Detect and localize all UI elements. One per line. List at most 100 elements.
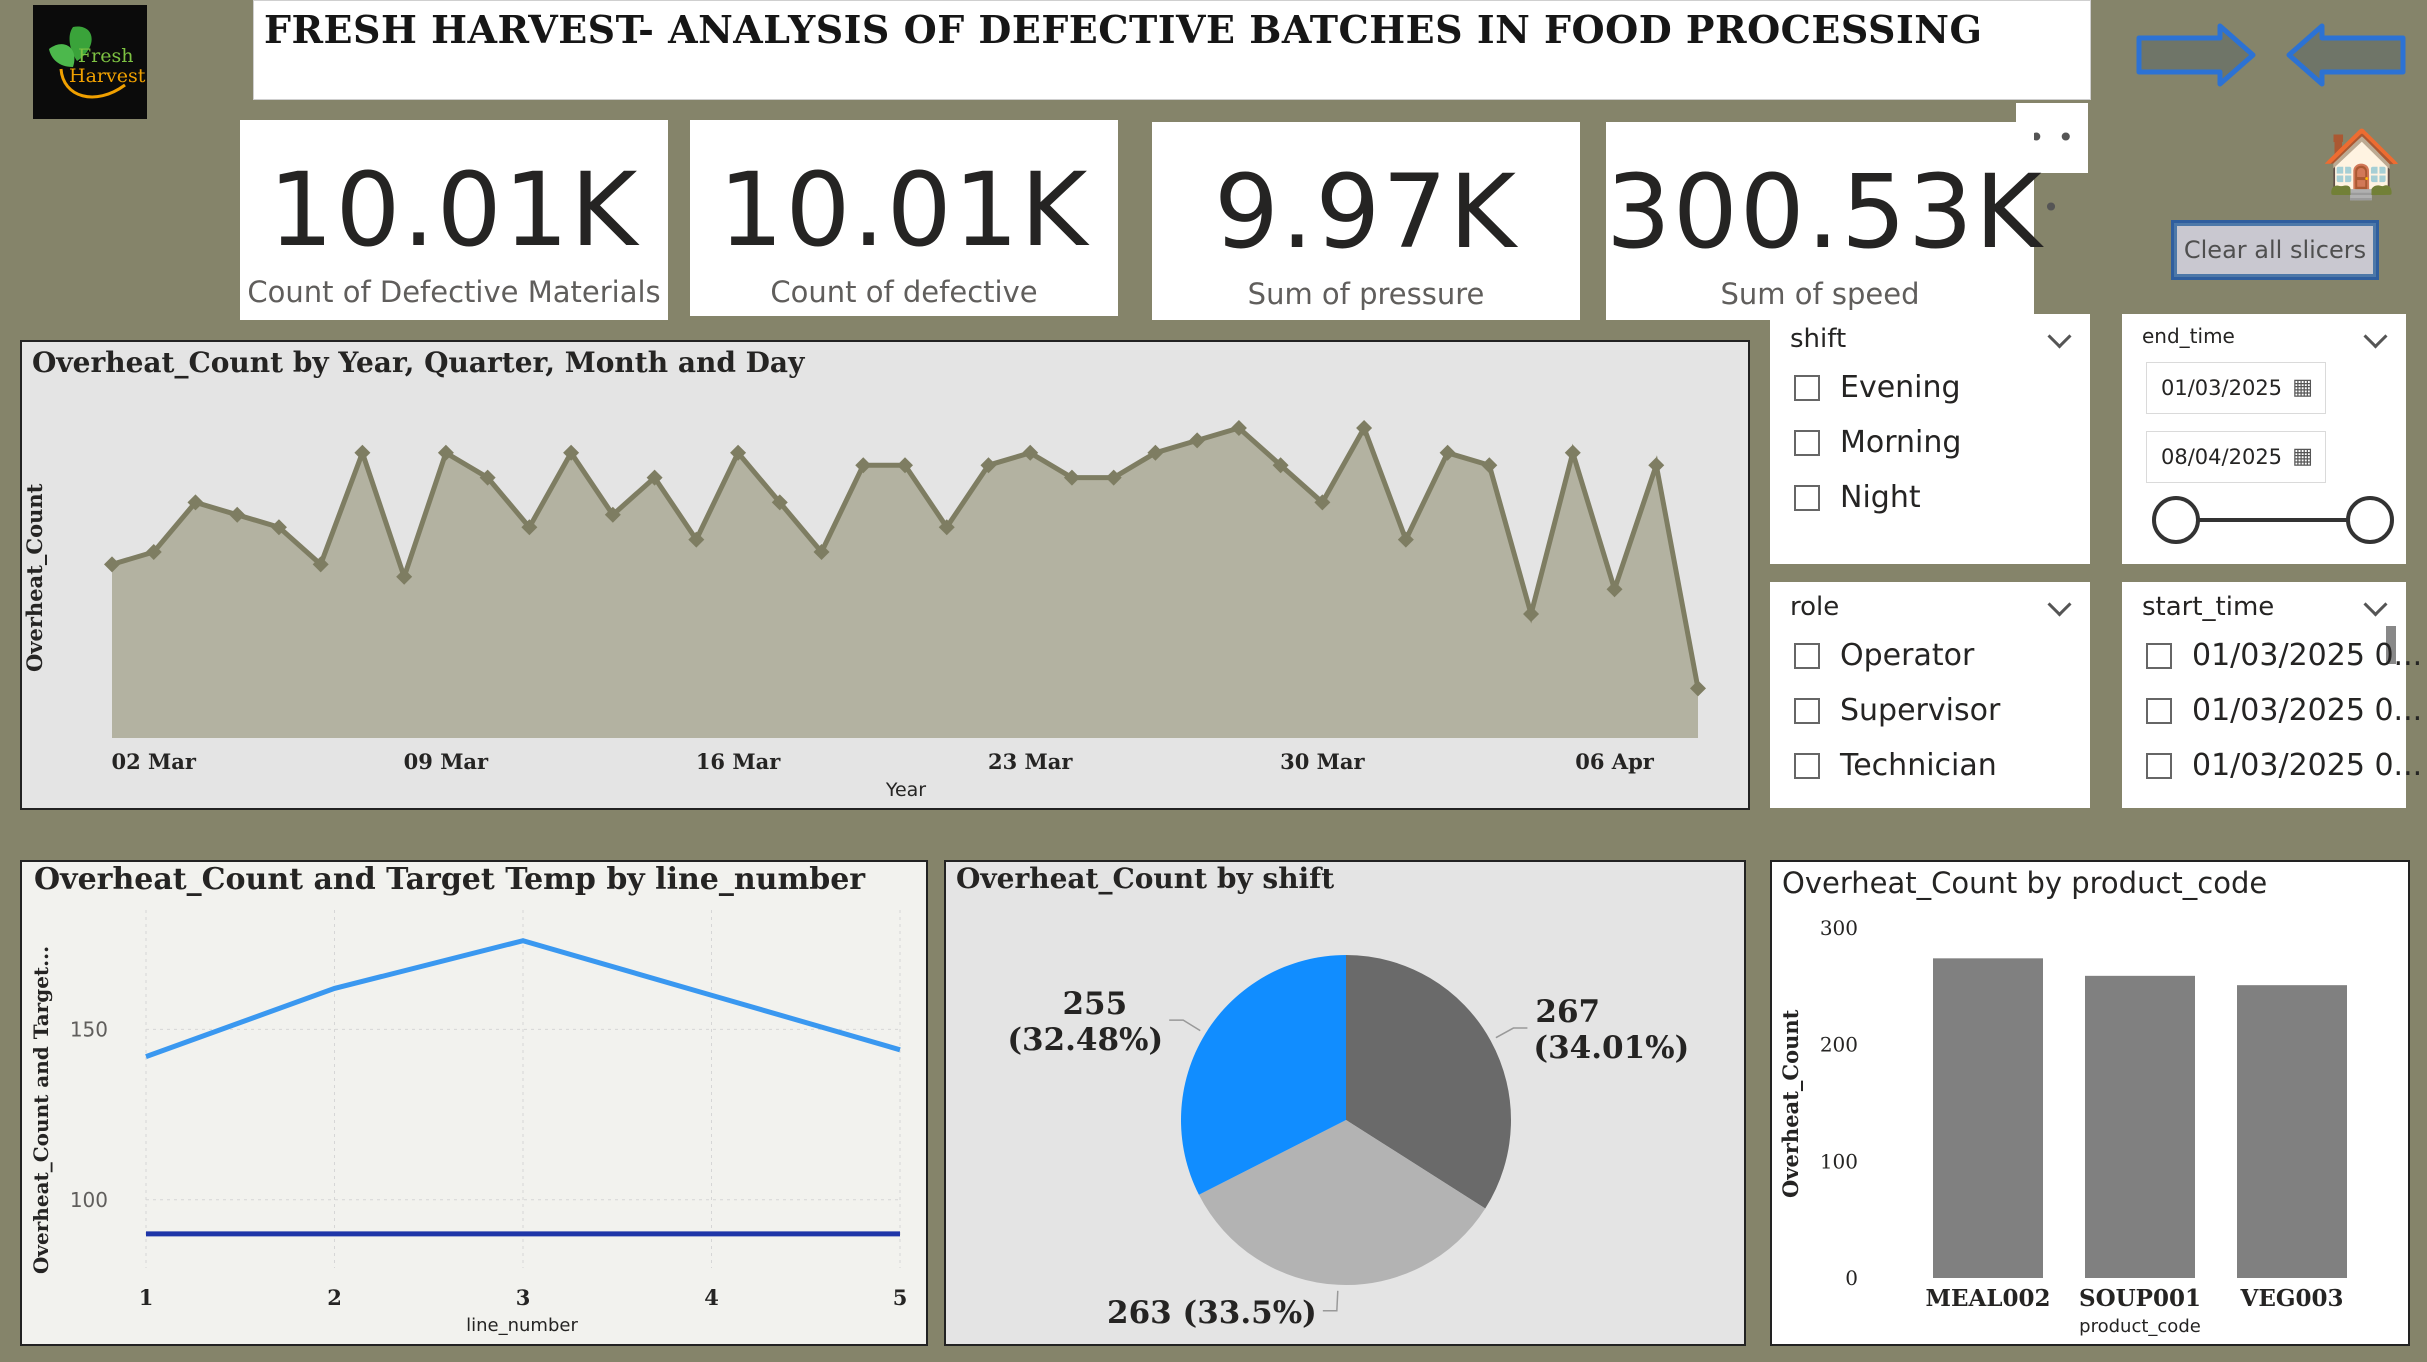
- back-arrow-button[interactable]: [2284, 22, 2406, 88]
- x-tick-label: VEG003: [2239, 1285, 2343, 1312]
- data-point: [646, 469, 663, 486]
- checkbox[interactable]: [1794, 753, 1820, 779]
- data-point: [1189, 432, 1206, 449]
- bar-chart-svg: Overheat_Count product_code 0 100 200 300 ME…: [1778, 916, 2347, 1337]
- kpi-value: 9.97K: [1214, 153, 1518, 272]
- data-point: [521, 519, 538, 536]
- data-point: [1481, 457, 1498, 474]
- chevron-down-icon[interactable]: [2363, 324, 2388, 349]
- checkbox[interactable]: [1794, 430, 1820, 456]
- clear-all-slicers-button[interactable]: Clear all slicers: [2174, 223, 2376, 277]
- data-point: [187, 494, 204, 511]
- data-point: [813, 544, 830, 560]
- x-tick-label: 30 Mar: [1280, 749, 1365, 774]
- pie-label: (32.48%): [1007, 1022, 1163, 1058]
- leader-line: [1322, 1290, 1339, 1312]
- scrollbar[interactable]: [2386, 626, 2396, 664]
- bar: [2085, 975, 2195, 1278]
- overheat-by-date-chart: Overheat_Count by Year, Quarter, Month a…: [20, 340, 1750, 810]
- x-tick-label: 23 Mar: [988, 749, 1073, 774]
- data-point: [1147, 444, 1164, 461]
- slicer-title: start_time: [2142, 592, 2275, 622]
- arrow-left-icon: [2286, 23, 2406, 87]
- x-tick-label: 4: [704, 1285, 719, 1310]
- slider-handle-end[interactable]: [2346, 496, 2394, 544]
- logo-text-fresh: Fresh: [78, 45, 134, 67]
- data-point: [730, 444, 747, 461]
- data-point: [437, 444, 454, 461]
- checkbox[interactable]: [2146, 753, 2172, 779]
- y-axis-label: Overheat_Count: [22, 483, 47, 672]
- x-axis-label: line_number: [466, 1315, 578, 1336]
- chevron-down-icon[interactable]: [2047, 592, 2072, 617]
- x-tick-label: 5: [893, 1285, 908, 1310]
- bar: [2237, 985, 2347, 1278]
- data-point: [771, 494, 788, 511]
- data-point: [312, 556, 329, 573]
- x-tick-label: 1: [139, 1285, 154, 1310]
- shift-slicer: shift Evening Morning Night: [1770, 314, 2090, 564]
- chevron-down-icon[interactable]: [2363, 592, 2388, 617]
- pie-label: 267: [1535, 994, 1600, 1030]
- y-tick-label: 0: [1845, 1266, 1858, 1290]
- x-tick-label: 09 Mar: [404, 749, 489, 774]
- area-fill: [112, 428, 1698, 738]
- x-tick-label: SOUP001: [2079, 1285, 2201, 1312]
- chevron-down-icon[interactable]: [2047, 324, 2072, 349]
- data-point: [145, 544, 162, 560]
- forward-arrow-button[interactable]: [2136, 22, 2258, 88]
- end-time-to-input[interactable]: 08/04/2025 ▦: [2146, 431, 2326, 483]
- checkbox[interactable]: [1794, 485, 1820, 511]
- data-point: [1063, 469, 1080, 486]
- data-point: [897, 457, 913, 474]
- checkbox[interactable]: [2146, 643, 2172, 669]
- date-range-slider[interactable]: [2122, 490, 2406, 550]
- kpi-label: Sum of pressure: [1247, 277, 1485, 311]
- data-point: [1648, 457, 1665, 474]
- chart-title: Overheat_Count by product_code: [1782, 866, 2268, 900]
- x-axis-label: Year: [885, 779, 926, 801]
- calendar-icon[interactable]: ▦: [2292, 444, 2313, 469]
- y-tick-label: 150: [70, 1017, 108, 1041]
- home-button[interactable]: 🏠: [2320, 124, 2404, 204]
- data-point: [396, 568, 413, 585]
- slider-handle-start[interactable]: [2152, 496, 2200, 544]
- fresh-harvest-logo: Fresh Harvest: [33, 5, 147, 119]
- leader-line: [1495, 1027, 1528, 1039]
- area-chart-svg: Overheat_Count Year 02 Mar 09 Mar 16 Mar 23…: [22, 420, 1706, 801]
- pie-chart-svg: 267(34.01%) 263 (33.5%) 255(32.48%): [1007, 955, 1689, 1331]
- kpi-card-pressure: 9.97K Sum of pressure: [1152, 122, 1580, 320]
- data-point: [1523, 606, 1540, 622]
- x-tick-label: MEAL002: [1925, 1285, 2050, 1312]
- kpi-value: 300.53K: [1606, 153, 2044, 272]
- kpi-label: Count of Defective Materials: [247, 275, 661, 309]
- slicer-title: shift: [1790, 324, 1847, 354]
- checkbox[interactable]: [2146, 698, 2172, 724]
- kpi-card-speed: 300.53K Sum of speed: [1606, 122, 2044, 320]
- kpi-value: 10.01K: [718, 151, 1090, 270]
- data-point: [1272, 457, 1289, 474]
- slicer-title: end_time: [2142, 324, 2235, 348]
- checkbox[interactable]: [1794, 375, 1820, 401]
- data-point: [604, 506, 621, 523]
- line-chart-svg: Overheat_Count and Target... line_number…: [29, 910, 908, 1336]
- bar: [1933, 958, 2043, 1278]
- pie-label: 255: [1062, 986, 1127, 1022]
- slicer-title: role: [1790, 592, 1840, 622]
- data-point: [1230, 420, 1247, 436]
- data-point: [1606, 581, 1623, 598]
- y-axis-label: Overheat_Count: [1778, 1009, 1803, 1198]
- data-point: [1439, 444, 1456, 461]
- data-point: [270, 519, 287, 536]
- page-title: FRESH HARVEST- ANALYSIS OF DEFECTIVE BAT…: [264, 7, 1983, 52]
- role-slicer: role Operator Supervisor Technician: [1770, 582, 2090, 808]
- checkbox[interactable]: [1794, 698, 1820, 724]
- x-tick-label: 3: [516, 1285, 531, 1310]
- start-time-slicer: start_time 01/03/2025 0... 01/03/2025 0.…: [2122, 582, 2422, 808]
- chart-title: Overheat_Count by shift: [956, 862, 1335, 895]
- calendar-icon[interactable]: ▦: [2292, 375, 2313, 400]
- data-point: [563, 444, 580, 461]
- end-time-from-input[interactable]: 01/03/2025 ▦: [2146, 362, 2326, 414]
- chart-title: Overheat_Count and Target Temp by line_n…: [34, 862, 866, 897]
- checkbox[interactable]: [1794, 643, 1820, 669]
